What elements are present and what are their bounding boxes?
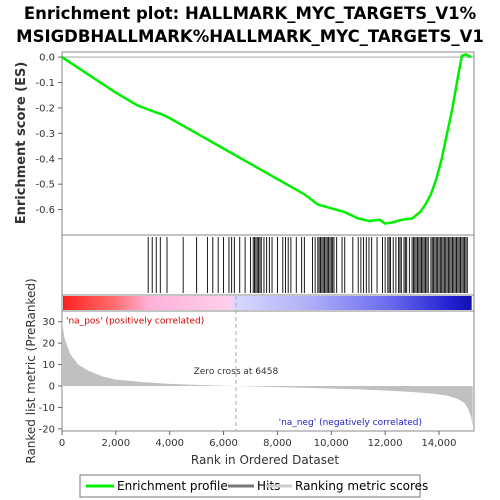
metric-panel-frame [61,310,475,432]
enrichment-profile-line [61,53,472,225]
legend: Enrichment profile Hits Ranking metric s… [79,474,428,498]
metric-y-tick-label: 30 [42,317,55,328]
hits-marks [147,237,468,293]
x-tick-label: 6,000 [209,438,238,449]
metric-panel-ticks: 30 20 10 0 -10 -20 [39,317,62,435]
title-line-2: MSIGDBHALLMARK%HALLMARK_MYC_TARGETS_V1 [16,27,484,46]
es-y-tick-label: -0.6 [35,205,55,216]
es-y-tick-label: -0.1 [35,78,55,89]
x-tick-label: 8,000 [263,438,292,449]
es-y-tick-label: -0.5 [35,180,55,191]
x-axis-ticks: 0 2,000 4,000 6,000 8,000 10,000 12,000 14,000 [59,431,456,449]
legend-label-metric: Ranking metric scores [295,479,428,493]
es-y-tick-label: -0.4 [35,154,55,165]
x-tick-label: 12,000 [368,438,403,449]
x-axis-label: Rank in Ordered Dataset [191,453,339,467]
legend-label-enrichment: Enrichment profile [117,479,228,493]
x-tick-label: 2,000 [102,438,131,449]
positive-correlation-label: 'na_pos' (positively correlated) [66,317,204,327]
es-y-axis-label: Enrichment score (ES) [14,62,29,225]
negative-correlation-label: 'na_neg' (negatively correlated) [279,418,422,428]
zero-cross-label: Zero cross at 6458 [194,367,279,377]
es-y-tick-label: -0.2 [35,103,55,114]
es-y-tick-label: -0.3 [35,129,55,140]
es-panel-ticks: 0.0 -0.1 -0.2 -0.3 -0.4 -0.5 -0.6 [35,53,474,216]
metric-y-tick-label: 10 [42,360,55,371]
metric-y-tick-label: -20 [39,424,55,435]
x-tick-label: 0 [59,438,65,449]
x-tick-label: 4,000 [155,438,184,449]
ranking-heat-bar [63,296,472,310]
metric-y-axis-label: Ranked list metric (PreRanked) [24,278,38,463]
metric-y-tick-label: 20 [42,339,55,350]
title-line-1: Enrichment plot: HALLMARK_MYC_TARGETS_V1… [24,4,477,23]
metric-y-tick-label: -10 [39,403,55,414]
x-tick-label: 10,000 [314,438,349,449]
es-panel-frame [61,51,475,236]
metric-y-tick-label: 0 [49,382,55,393]
x-tick-label: 14,000 [421,438,456,449]
es-y-tick-label: 0.0 [39,53,55,64]
